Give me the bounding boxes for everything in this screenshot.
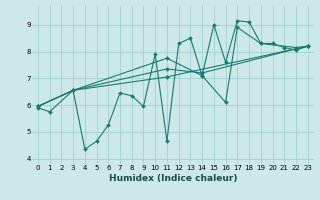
X-axis label: Humidex (Indice chaleur): Humidex (Indice chaleur) [108, 174, 237, 183]
